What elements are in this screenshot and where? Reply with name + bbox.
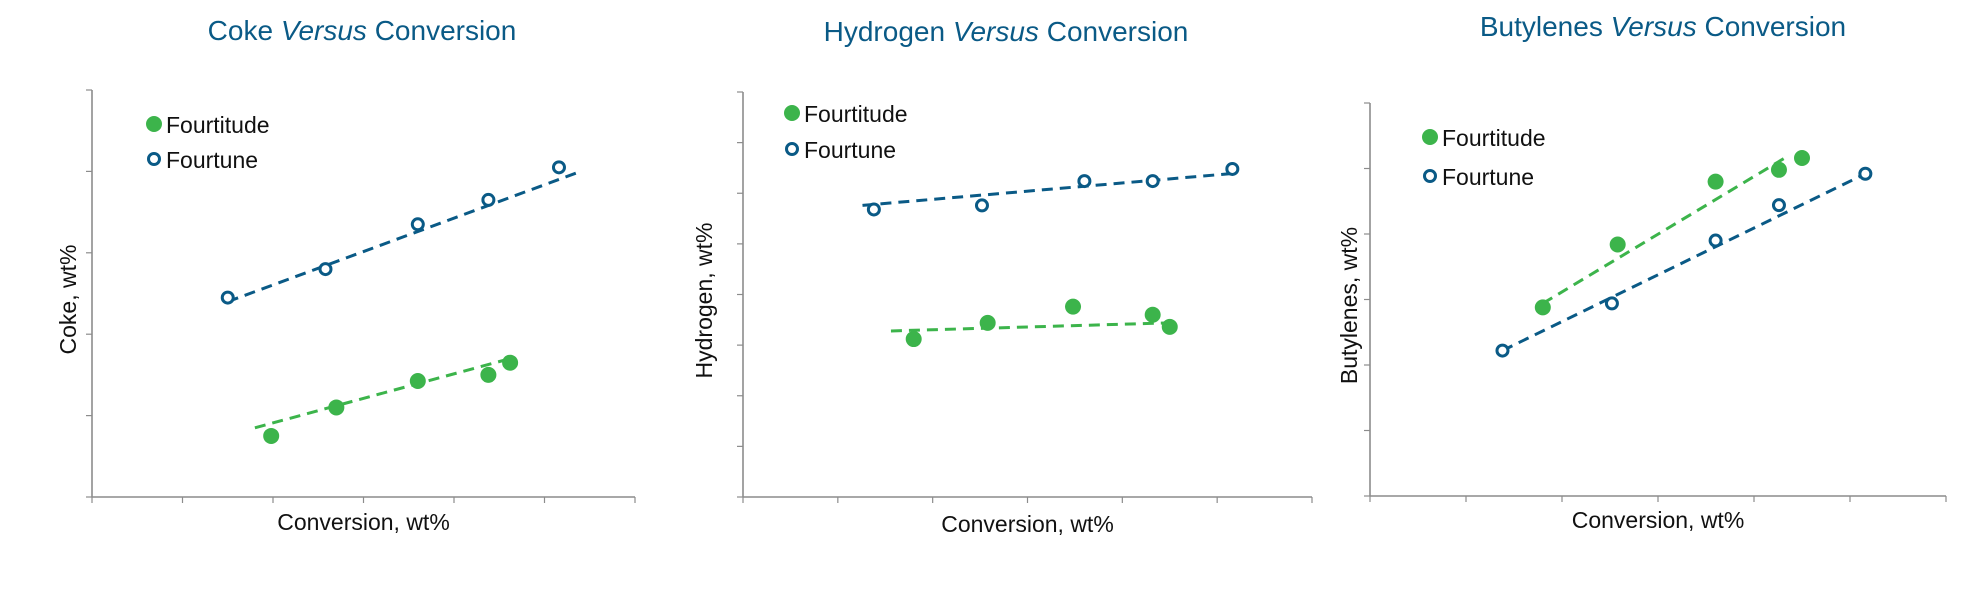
chart-title-part: Coke [208, 15, 281, 46]
fourtitude-trend-line [254, 357, 511, 430]
chart-title-part: Conversion [1039, 16, 1188, 47]
fourtitude-point [1794, 150, 1810, 167]
fourtitude-trend-line [1542, 156, 1786, 305]
fourtitude-point [1707, 173, 1724, 190]
chart-title: Butylenes Versus Conversion [1480, 11, 1846, 42]
fourtune-point [318, 262, 333, 277]
chart-title-part: Butylenes [1480, 11, 1611, 42]
chart-title-part: Hydrogen [824, 16, 953, 47]
fourtitude-legend-marker [146, 116, 162, 132]
fourtune-point [1858, 166, 1873, 181]
fourtitude-point [1144, 306, 1161, 323]
fourtitude-point [1609, 236, 1626, 253]
fourtitude-point [328, 399, 345, 416]
fourtune-point [1225, 161, 1240, 176]
fourtitude-point [905, 331, 922, 348]
fourtitude-point [480, 366, 497, 383]
fourtune-point [866, 202, 881, 217]
fourtitude-legend-label: Fourtitude [804, 101, 908, 127]
fourtitude-point [1065, 298, 1082, 315]
fourtitude-trend-line [890, 321, 1170, 333]
fourtitude-point [1161, 318, 1178, 335]
fourtune-point [1708, 233, 1723, 248]
fourtune-point [481, 192, 496, 207]
fourtune-legend-label: Fourtune [1442, 164, 1534, 190]
fourtune-trend-line [1501, 172, 1867, 352]
fourtitude-point [1770, 161, 1787, 178]
chart-title-part: Versus [281, 15, 367, 46]
chart-title: Coke Versus Conversion [208, 15, 517, 46]
fourtitude-point [409, 373, 426, 390]
chart-panel-2: Hydrogen Versus Conversion Conversion, wt… [691, 16, 1313, 537]
fourtune-trend-line [227, 169, 582, 304]
fourtitude-legend-marker [784, 105, 800, 121]
fourtitude-point [263, 427, 280, 444]
fourtune-point [1771, 198, 1786, 213]
fourtune-point [410, 217, 425, 232]
fourtune-point [551, 160, 566, 175]
chart-panel-3: Butylenes Versus Conversion Conversion, w… [1336, 11, 1947, 533]
chart-title-part: Versus [953, 16, 1039, 47]
fourtune-trend-line [862, 171, 1239, 207]
fourtune-legend-marker [147, 152, 161, 166]
fourtune-point [1604, 296, 1619, 311]
fourtitude-point [979, 314, 996, 331]
chart-title-part: Conversion [1697, 11, 1846, 42]
fourtitude-legend-label: Fourtitude [1442, 125, 1546, 151]
fourtitude-point [1534, 299, 1551, 316]
x-axis-label: Conversion, wt% [941, 511, 1114, 537]
fourtune-point [1495, 343, 1510, 358]
fourtitude-legend-marker [1422, 129, 1438, 145]
fourtitude-point [502, 354, 519, 371]
fourtune-legend-marker [785, 142, 799, 156]
y-axis-label: Hydrogen, wt% [691, 223, 717, 379]
fourtune-point [1077, 174, 1092, 189]
chart-title: Hydrogen Versus Conversion [824, 16, 1189, 47]
x-axis-label: Conversion, wt% [277, 509, 450, 535]
chart-panel-1: Coke Versus Conversion Conversion, wt% Cok… [55, 15, 636, 535]
fourtune-legend-marker [1423, 169, 1437, 183]
y-axis-label: Butylenes, wt% [1336, 227, 1362, 384]
x-axis-label: Conversion, wt% [1572, 507, 1745, 533]
chart-title-part: Versus [1611, 11, 1697, 42]
fourtune-legend-label: Fourtune [804, 137, 896, 163]
fourtune-legend-label: Fourtune [166, 147, 258, 173]
y-axis-label: Coke, wt% [55, 245, 81, 355]
chart-title-part: Conversion [367, 15, 516, 46]
fourtune-point [974, 198, 989, 213]
fourtune-point [220, 290, 235, 305]
fourtune-point [1145, 174, 1160, 189]
fourtitude-legend-label: Fourtitude [166, 112, 270, 138]
